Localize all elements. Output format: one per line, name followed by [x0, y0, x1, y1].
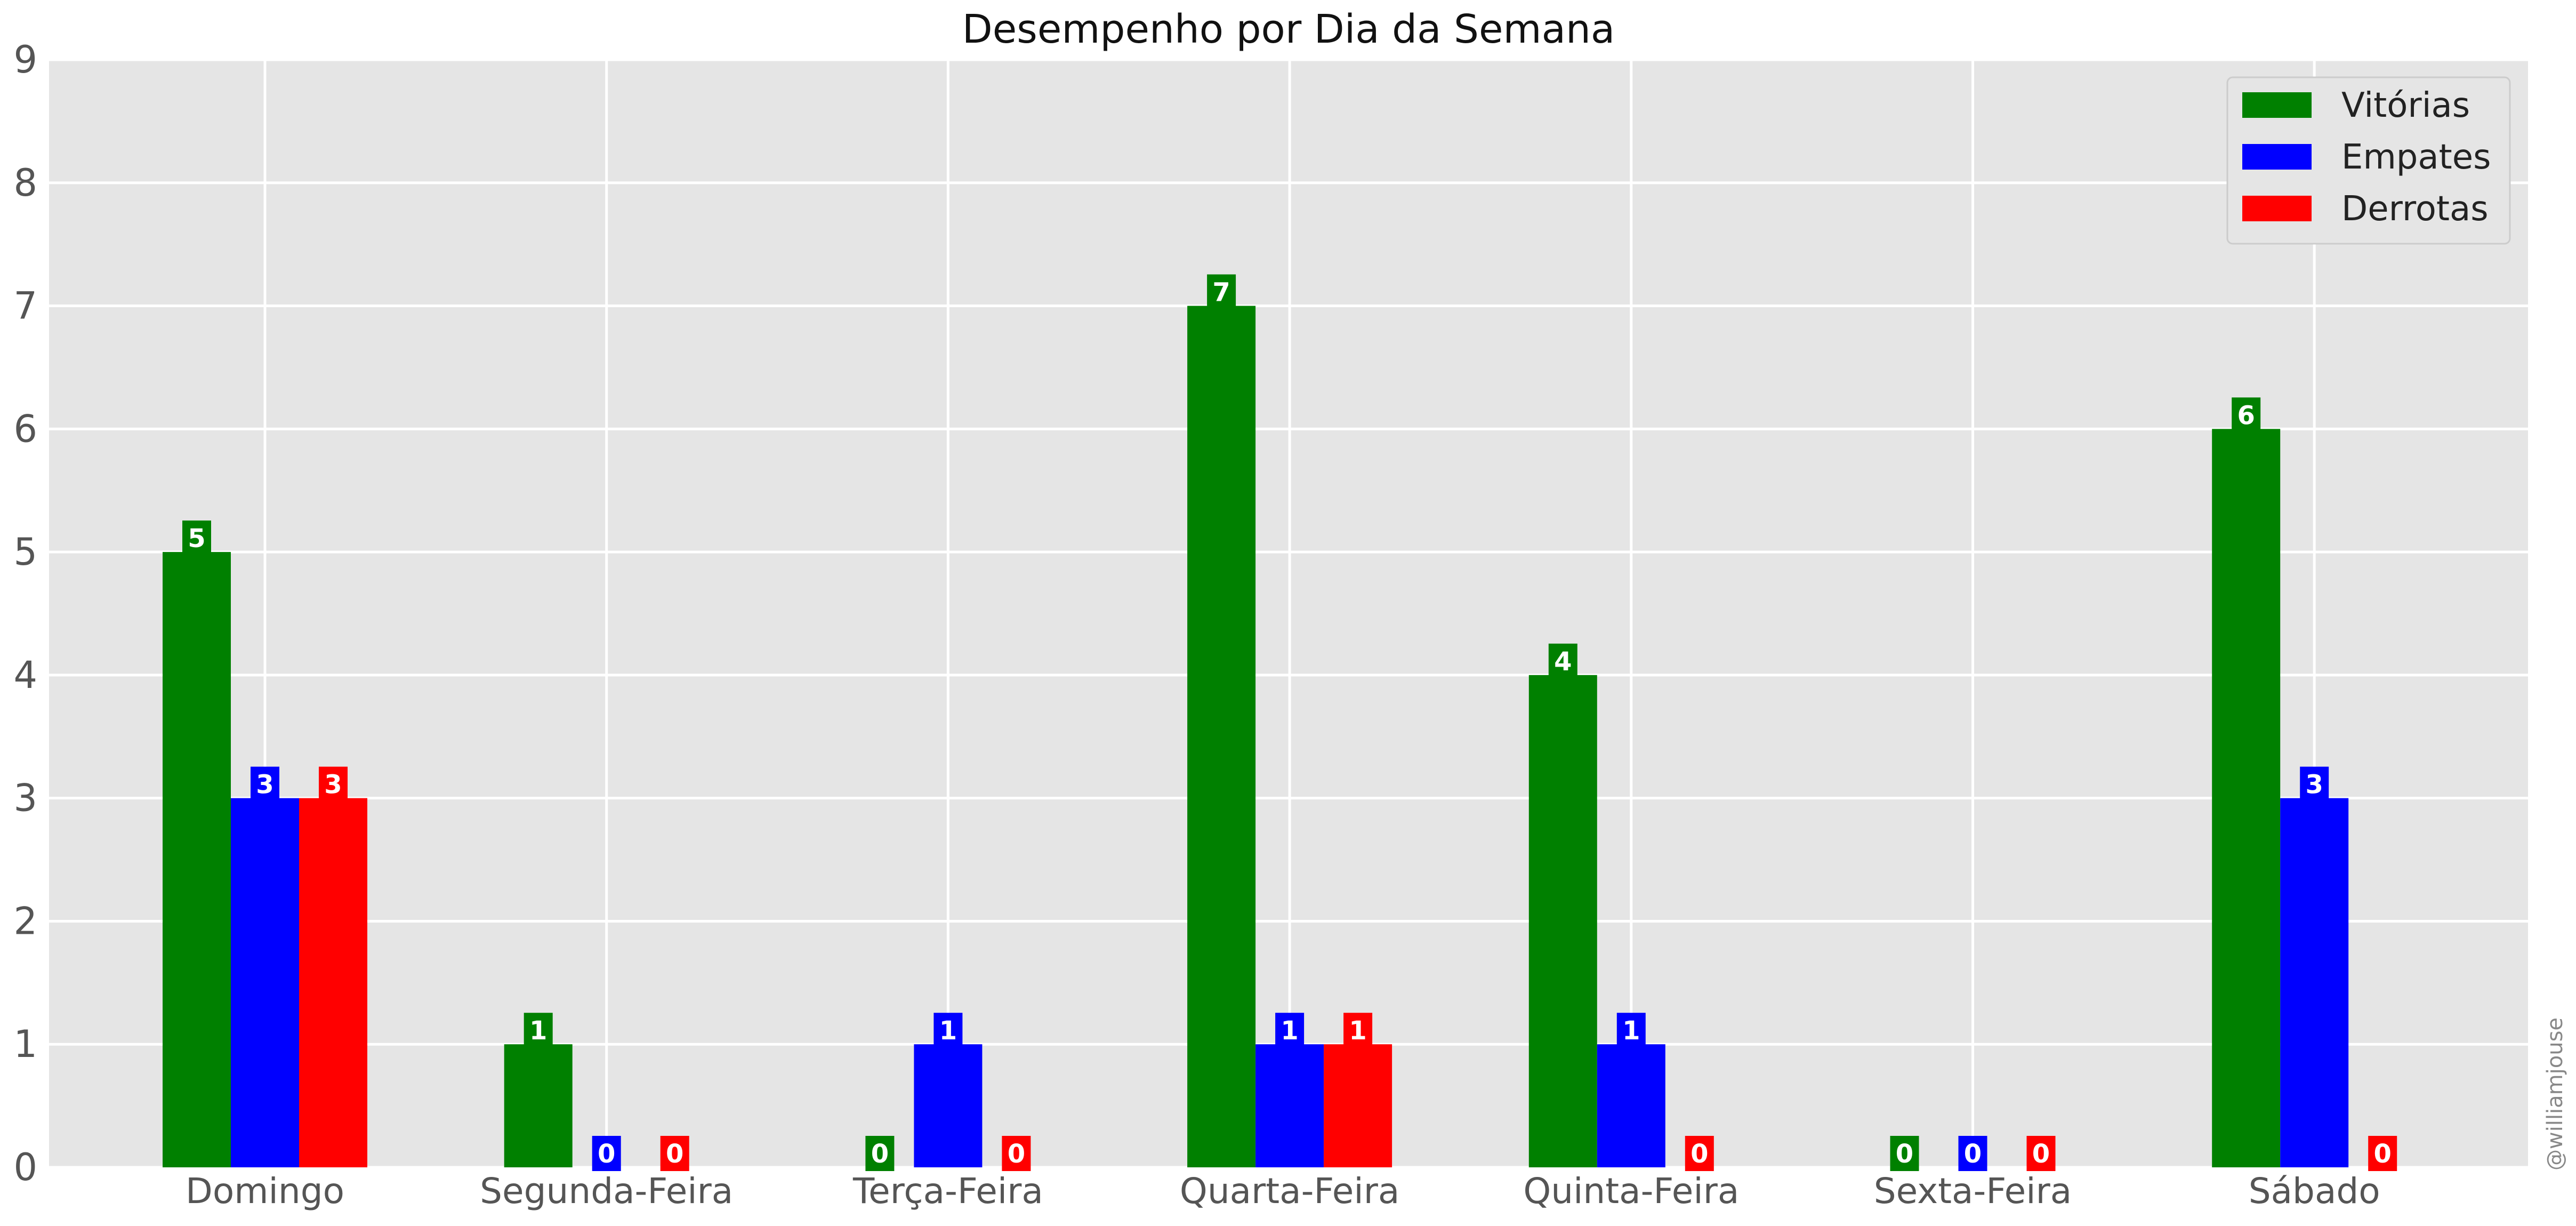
bar-label-box: [1616, 1013, 1646, 1048]
y-tick-label: 9: [13, 38, 37, 82]
bar-label-box: [592, 1136, 621, 1171]
legend-label: Vitórias: [2341, 86, 2470, 125]
bar-value-label: 0: [1008, 1139, 1025, 1169]
legend-label: Empates: [2341, 138, 2491, 177]
bar-value-label: 3: [256, 770, 273, 800]
y-tick-label: 7: [13, 284, 37, 328]
bar-value-label: 3: [2305, 770, 2323, 800]
bar-value-label: 0: [871, 1139, 889, 1169]
bar-label-box: [524, 1013, 553, 1048]
bar-label-box: [865, 1136, 895, 1171]
bar-value-label: 3: [324, 770, 342, 800]
bar-value-label: 1: [529, 1016, 547, 1046]
bar-value-label: 1: [939, 1016, 957, 1046]
y-tick-label: 1: [13, 1022, 37, 1066]
bar: [1528, 675, 1597, 1167]
x-tick-label: Domingo: [186, 1171, 344, 1212]
bar-value-label: 7: [1212, 278, 1230, 308]
y-tick-label: 0: [13, 1145, 37, 1189]
bar-label-box: [1002, 1136, 1031, 1171]
bar-value-label: 1: [1622, 1016, 1640, 1046]
bar: [2212, 429, 2281, 1168]
bar-value-label: 6: [2237, 400, 2255, 430]
bar-label-box: [1958, 1136, 1987, 1171]
x-tick-label: Quarta-Feira: [1180, 1171, 1399, 1212]
x-axis-ticks: Domingo Segunda-Feira Terça-Feira Quarta-Fe…: [186, 1171, 2380, 1212]
bar-value-label: 0: [1896, 1139, 1913, 1169]
bar-label-box: [933, 1013, 963, 1048]
bar: [1324, 1044, 1392, 1167]
x-tick-label: Quinta-Feira: [1523, 1171, 1739, 1212]
watermark-text: @williamjouse: [2543, 1017, 2567, 1171]
bar-value-label: 5: [188, 524, 205, 554]
bar-label-box: [2026, 1136, 2056, 1171]
bar-value-label: 0: [1964, 1139, 1982, 1169]
x-tick-label: Terça-Feira: [852, 1171, 1043, 1212]
bar: [299, 798, 367, 1167]
y-axis-ticks: 0 1 2 3 4 5 6 7 8 9: [13, 38, 37, 1189]
bar-value-label: 0: [666, 1139, 683, 1169]
bar-label-box: [2368, 1136, 2397, 1171]
y-tick-label: 8: [13, 161, 37, 205]
bar-label-box: [251, 766, 279, 802]
bar: [504, 1044, 573, 1167]
bar-label-box: [1548, 643, 1577, 679]
bar: [231, 798, 299, 1167]
y-tick-label: 3: [13, 776, 37, 820]
legend-swatch: [2242, 144, 2312, 170]
bar-value-label: 0: [2373, 1139, 2391, 1169]
chart-title: Desempenho por Dia da Semana: [962, 6, 1615, 52]
bar: [163, 552, 231, 1167]
x-tick-label: Sábado: [2249, 1171, 2380, 1212]
y-tick-label: 6: [13, 407, 37, 451]
y-tick-label: 2: [13, 899, 37, 943]
bar-label-box: [1890, 1136, 1919, 1171]
x-tick-label: Segunda-Feira: [480, 1171, 733, 1212]
bar-value-label: 4: [1554, 647, 1572, 677]
bar-label-box: [2232, 397, 2261, 433]
bar-label-box: [319, 766, 348, 802]
bar-label-box: [1343, 1013, 1373, 1048]
bar-value-label: 1: [1349, 1016, 1366, 1046]
legend-label: Derrotas: [2341, 189, 2489, 229]
bar-label-box: [1685, 1136, 1714, 1171]
bar-value-label: 0: [2032, 1139, 2050, 1169]
y-tick-label: 4: [13, 653, 37, 697]
bar-value-label: 0: [1690, 1139, 1708, 1169]
bar-label-box: [1275, 1013, 1305, 1048]
bar-value-label: 0: [598, 1139, 615, 1169]
bar: [1597, 1044, 1665, 1167]
legend-swatch: [2242, 196, 2312, 221]
bar: [914, 1044, 983, 1167]
x-tick-label: Sexta-Feira: [1874, 1171, 2072, 1212]
bar: [2280, 798, 2349, 1167]
bar-value-label: 1: [1281, 1016, 1298, 1046]
bar: [1187, 306, 1256, 1167]
y-tick-label: 5: [13, 530, 37, 574]
bar: [1255, 1044, 1324, 1167]
bar-label-box: [660, 1136, 689, 1171]
bar-label-box: [1207, 274, 1236, 310]
bar-label-box: [2300, 766, 2329, 802]
legend: Vitórias Empates Derrotas: [2226, 76, 2511, 245]
legend-swatch: [2242, 92, 2312, 118]
bar-label-box: [182, 520, 211, 556]
